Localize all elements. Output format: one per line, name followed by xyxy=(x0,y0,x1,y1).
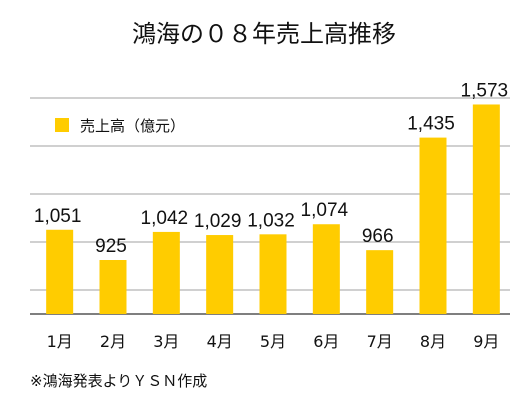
bar xyxy=(312,224,340,314)
data-labels: 1,051 925 1,042 1,029 1,032 1,074 966 1,435 1,57… xyxy=(34,80,508,257)
bar xyxy=(99,260,127,314)
source-note: ※鴻海発表よりＹＳＮ作成 xyxy=(30,372,207,390)
data-label: 1,573 xyxy=(461,80,509,101)
legend-swatch xyxy=(55,118,69,132)
data-label: 1,051 xyxy=(34,206,82,227)
data-label: 966 xyxy=(362,226,394,247)
bar xyxy=(152,231,180,314)
x-tick-label: 4月 xyxy=(207,332,233,351)
x-tick-label: 3月 xyxy=(153,332,179,351)
bar xyxy=(206,235,234,314)
data-label: 1,074 xyxy=(301,200,349,221)
x-tick-label: 2月 xyxy=(100,332,126,351)
legend: 売上高（億元） xyxy=(55,117,185,135)
bars xyxy=(46,104,500,314)
x-tick-label: 8月 xyxy=(420,332,446,351)
bar xyxy=(46,229,74,314)
x-tick-label: 6月 xyxy=(313,332,339,351)
x-tick-label: 9月 xyxy=(473,332,499,351)
chart-title: 鴻海の０８年売上高推移 xyxy=(132,20,396,48)
bar xyxy=(366,250,394,314)
data-label: 1,032 xyxy=(247,210,295,231)
x-tick-label: 7月 xyxy=(367,332,393,351)
bar xyxy=(472,104,500,314)
x-tick-label: 1月 xyxy=(47,332,73,351)
data-label: 1,435 xyxy=(407,114,455,135)
legend-label: 売上高（億元） xyxy=(80,117,185,135)
x-axis-tick-labels: 1月 2月 3月 4月 5月 6月 7月 8月 9月 xyxy=(47,332,500,351)
bar xyxy=(259,234,287,314)
data-label: 1,029 xyxy=(194,211,242,232)
bar xyxy=(419,137,447,314)
data-label: 1,042 xyxy=(141,208,189,229)
x-tick-label: 5月 xyxy=(260,332,286,351)
data-label: 925 xyxy=(95,236,127,257)
